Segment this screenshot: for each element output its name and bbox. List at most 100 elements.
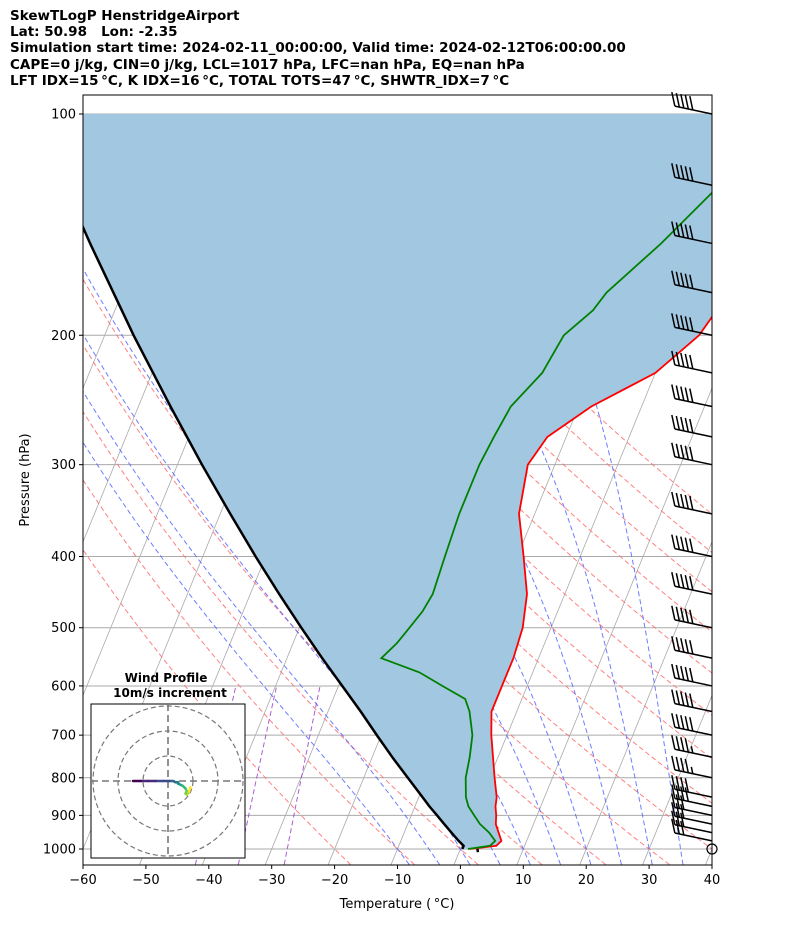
barb-flag bbox=[671, 810, 676, 825]
x-tick-label: 30 bbox=[641, 873, 658, 888]
barb-flag bbox=[684, 537, 690, 552]
barb-flag bbox=[675, 794, 681, 809]
barb-flag bbox=[680, 638, 685, 653]
barb-half-flag bbox=[690, 766, 694, 775]
barb-flag bbox=[689, 640, 694, 655]
barb-flag bbox=[689, 167, 694, 182]
barb-shaft bbox=[674, 428, 713, 438]
barb-shaft bbox=[674, 748, 713, 758]
barb-flag bbox=[684, 608, 690, 623]
barb-flag bbox=[671, 442, 676, 457]
barb-flag bbox=[689, 274, 694, 289]
barb-flag bbox=[671, 713, 676, 728]
barb-shaft bbox=[674, 619, 713, 629]
barb-flag bbox=[680, 493, 685, 509]
barb-flag bbox=[675, 756, 681, 772]
barb-flag bbox=[671, 663, 676, 679]
surface-marker bbox=[476, 848, 480, 853]
inset-title: Wind Profile bbox=[125, 671, 208, 685]
y-tick-label: 100 bbox=[51, 108, 76, 123]
barb-flag bbox=[684, 166, 690, 181]
barb-flag bbox=[675, 785, 681, 800]
y-axis-label: Pressure (hPa) bbox=[18, 433, 33, 526]
barb-shaft bbox=[674, 547, 713, 558]
barb-flag bbox=[684, 666, 690, 682]
barb-flag bbox=[671, 636, 676, 651]
barb-shaft bbox=[674, 176, 713, 186]
barb-flag bbox=[675, 736, 681, 751]
barb-flag bbox=[671, 313, 676, 328]
isotherm-line bbox=[0, 114, 69, 865]
barb-flag bbox=[689, 95, 694, 111]
chart-title: SkewTLogP HenstridgeAirport bbox=[10, 8, 240, 24]
barb-flag bbox=[675, 222, 681, 237]
wind-barb bbox=[671, 572, 713, 595]
wind-barb bbox=[671, 818, 713, 842]
cape-shading bbox=[83, 114, 712, 849]
dry-adiabat bbox=[323, 113, 712, 515]
barb-flag bbox=[684, 716, 690, 731]
x-axis-label: Temperature ( °C) bbox=[339, 897, 455, 912]
barb-flag bbox=[675, 637, 681, 652]
barb-flag bbox=[671, 735, 676, 750]
dry-adiabat bbox=[193, 113, 712, 674]
barb-flag bbox=[671, 775, 676, 790]
series-layer bbox=[83, 114, 712, 853]
barb-shaft bbox=[674, 364, 713, 374]
wind-barb bbox=[671, 755, 713, 779]
barb-flag bbox=[675, 271, 681, 286]
wind-barb bbox=[671, 605, 713, 629]
barb-flag bbox=[680, 777, 685, 792]
wind-barb bbox=[671, 534, 713, 558]
barb-flag bbox=[684, 273, 690, 288]
barb-flag bbox=[689, 495, 694, 511]
moist-adiabat bbox=[226, 113, 622, 865]
y-tick-label: 900 bbox=[51, 809, 76, 824]
barb-shaft bbox=[674, 649, 713, 659]
barb-shaft bbox=[674, 702, 713, 713]
barb-flag bbox=[680, 444, 685, 459]
barb-flag bbox=[689, 576, 694, 591]
barb-flag bbox=[680, 804, 685, 819]
x-tick-label: 20 bbox=[578, 873, 595, 888]
barb-shaft bbox=[674, 769, 713, 779]
barb-shaft bbox=[674, 585, 713, 595]
wind-barb bbox=[671, 636, 713, 659]
x-tick-label: 40 bbox=[704, 873, 721, 888]
wind-barb bbox=[671, 221, 713, 245]
barb-flag bbox=[675, 443, 681, 458]
isotherm-line bbox=[769, 114, 794, 865]
wind-barb bbox=[671, 442, 713, 466]
isotherm-line bbox=[705, 847, 712, 865]
barb-flag bbox=[680, 352, 685, 368]
barb-flag bbox=[671, 755, 676, 771]
moist-adiabat bbox=[150, 113, 592, 865]
barb-flag bbox=[671, 350, 676, 366]
barb-flag bbox=[680, 665, 685, 681]
barb-flag bbox=[671, 572, 676, 587]
barb-flag bbox=[675, 690, 681, 705]
dewpoint-line bbox=[379, 191, 712, 850]
barb-flag bbox=[680, 737, 685, 752]
barb-shaft bbox=[674, 105, 713, 115]
barb-flag bbox=[680, 812, 685, 827]
barb-flag bbox=[684, 778, 690, 793]
barb-flag bbox=[680, 315, 685, 330]
dry-adiabat bbox=[83, 479, 415, 865]
barb-flag bbox=[680, 691, 685, 706]
wind-barb bbox=[671, 802, 713, 825]
barb-flag bbox=[671, 689, 676, 704]
x-tick-label: −20 bbox=[321, 873, 348, 888]
barb-flag bbox=[689, 225, 694, 240]
y-tick-label: 700 bbox=[51, 729, 76, 744]
parcel-profile-line bbox=[83, 224, 466, 850]
barb-flag bbox=[671, 414, 676, 430]
barb-flag bbox=[671, 802, 676, 817]
x-tick-label: 0 bbox=[456, 873, 464, 888]
barb-flag bbox=[675, 819, 681, 835]
wind-barb bbox=[671, 713, 713, 736]
barb-flag bbox=[684, 353, 690, 369]
wind-barb bbox=[671, 663, 713, 687]
wind-barb bbox=[671, 313, 713, 336]
